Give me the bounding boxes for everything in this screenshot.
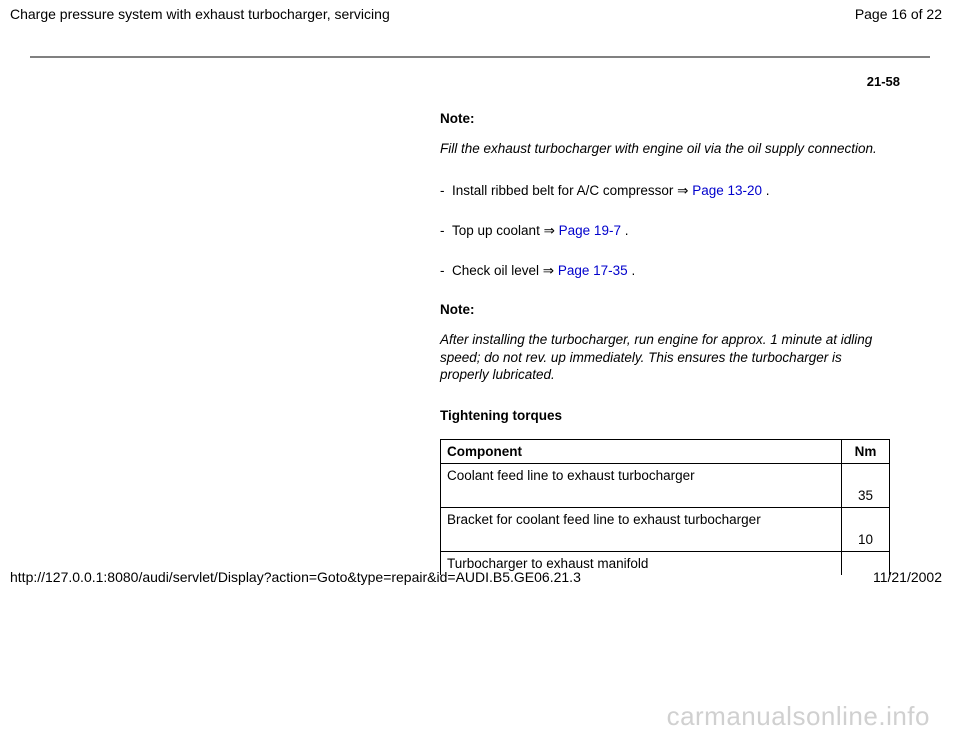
cell-component: Coolant feed line to exhaust turbocharge… — [441, 463, 842, 507]
list-dash: - — [440, 262, 452, 280]
table-row: Coolant feed line to exhaust turbocharge… — [441, 463, 890, 507]
horizontal-rule — [30, 56, 930, 58]
item2-pre: Top up coolant — [452, 223, 544, 238]
cell-nm: 10 — [842, 507, 890, 551]
list-item-2: - Top up coolant ⇒ Page 19-7 . — [440, 222, 890, 240]
page-link-19-7[interactable]: Page 19-7 — [559, 223, 621, 238]
col-component: Component — [441, 439, 842, 463]
item3-pre: Check oil level — [452, 263, 543, 278]
list-text: Check oil level ⇒ Page 17-35 . — [452, 262, 890, 280]
page-footer: http://127.0.0.1:8080/audi/servlet/Displ… — [0, 569, 960, 585]
table-header-row: Component Nm — [441, 439, 890, 463]
cell-nm: 35 — [842, 463, 890, 507]
item1-post: . — [762, 183, 770, 198]
footer-url: http://127.0.0.1:8080/audi/servlet/Displ… — [10, 569, 581, 585]
item2-post: . — [621, 223, 629, 238]
list-item-1: - Install ribbed belt for A/C compressor… — [440, 182, 890, 200]
list-text: Install ribbed belt for A/C compressor ⇒… — [452, 182, 890, 200]
header-page-indicator: Page 16 of 22 — [855, 6, 942, 22]
col-nm: Nm — [842, 439, 890, 463]
table-row: Bracket for coolant feed line to exhaust… — [441, 507, 890, 551]
content-area: Note: Fill the exhaust turbocharger with… — [440, 111, 890, 575]
item3-post: . — [628, 263, 636, 278]
header-title: Charge pressure system with exhaust turb… — [10, 6, 390, 22]
arrow-icon: ⇒ — [543, 263, 554, 278]
page-number: 21-58 — [0, 74, 960, 89]
list-item-3: - Check oil level ⇒ Page 17-35 . — [440, 262, 890, 280]
note-label-1: Note: — [440, 111, 890, 126]
note-body-2: After installing the turbocharger, run e… — [440, 331, 890, 384]
cell-component: Bracket for coolant feed line to exhaust… — [441, 507, 842, 551]
list-text: Top up coolant ⇒ Page 19-7 . — [452, 222, 890, 240]
page-header: Charge pressure system with exhaust turb… — [0, 0, 960, 26]
watermark: carmanualsonline.info — [667, 701, 930, 732]
footer-date: 11/21/2002 — [873, 569, 942, 585]
page-link-13-20[interactable]: Page 13-20 — [692, 183, 762, 198]
arrow-icon: ⇒ — [677, 183, 688, 198]
page-link-17-35[interactable]: Page 17-35 — [558, 263, 628, 278]
item1-pre: Install ribbed belt for A/C compressor — [452, 183, 677, 198]
note-label-2: Note: — [440, 302, 890, 317]
list-dash: - — [440, 182, 452, 200]
arrow-icon: ⇒ — [544, 223, 555, 238]
tightening-torques-heading: Tightening torques — [440, 408, 890, 423]
list-dash: - — [440, 222, 452, 240]
note-body-1: Fill the exhaust turbocharger with engin… — [440, 140, 890, 158]
torque-table: Component Nm Coolant feed line to exhaus… — [440, 439, 890, 576]
